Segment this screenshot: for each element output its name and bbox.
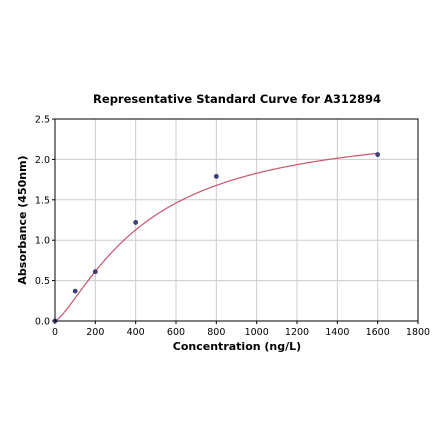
ticks-layer: 0 200 400 600 800 1000 1200 1400 1600 1800 0.0 0.5 1… [35,115,430,339]
data-point [72,288,78,294]
y-tick-label: 1.5 [35,195,50,206]
plot-frame [54,118,419,322]
points-layer [52,152,381,324]
x-tick-label: 1800 [406,327,430,338]
x-tick-label: 200 [86,327,104,338]
fit-curve-line [54,152,378,322]
x-tick-label: 400 [127,327,145,338]
x-axis-label: Concentration (ng/L) [173,340,301,353]
y-tick-label: 0.5 [35,276,50,287]
x-tick-label: 1000 [245,327,269,338]
y-axis-label: Absorbance (450nm) [16,155,29,284]
y-tick-label: 0.0 [35,317,50,328]
chart-title: Representative Standard Curve for A31289… [93,92,381,106]
x-tick-label: 0 [52,327,58,338]
x-tick-label: 800 [207,327,225,338]
y-tick-label: 2.5 [35,115,50,126]
x-tick-label: 600 [167,327,185,338]
x-tick-label: 1600 [366,327,390,338]
data-point [213,173,219,179]
data-point [133,220,139,225]
data-point [92,269,98,275]
data-point [375,152,381,157]
y-tick-label: 1.0 [35,236,50,247]
x-tick-label: 1400 [325,327,349,338]
y-tick-label: 2.0 [35,155,50,166]
x-tick-label: 1200 [285,327,309,338]
grid-layer [54,118,419,322]
